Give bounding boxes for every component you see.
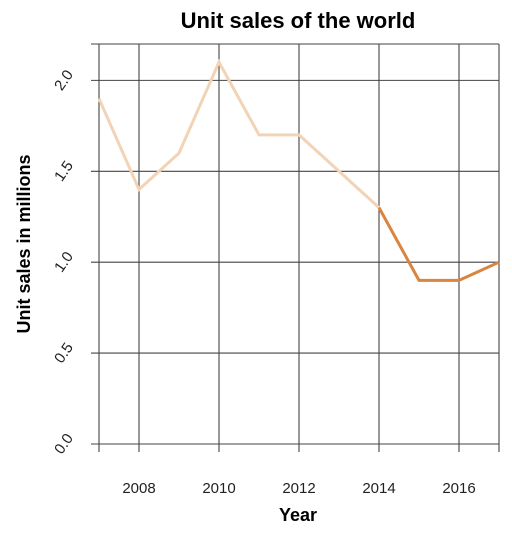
x-tick-label: 2012 [282, 480, 315, 497]
x-axis-label: Year [279, 505, 317, 525]
y-tick-label: 1.0 [51, 249, 77, 276]
y-axis-label: Unit sales in millions [14, 154, 34, 333]
x-tick-label: 2010 [202, 480, 235, 497]
y-tick-label: 2.0 [51, 67, 77, 94]
y-tick-label: 1.5 [51, 158, 77, 185]
series-line [97, 58, 381, 209]
x-tick-label: 2014 [362, 480, 395, 497]
x-tick-label: 2008 [122, 480, 155, 497]
x-tick-label: 2016 [442, 480, 475, 497]
chart-title: Unit sales of the world [181, 8, 416, 33]
series-line [377, 206, 500, 282]
series-lines [97, 58, 500, 282]
y-tick-label: 0.0 [51, 431, 77, 458]
grid [91, 43, 500, 452]
y-tick-label: 0.5 [51, 340, 77, 367]
